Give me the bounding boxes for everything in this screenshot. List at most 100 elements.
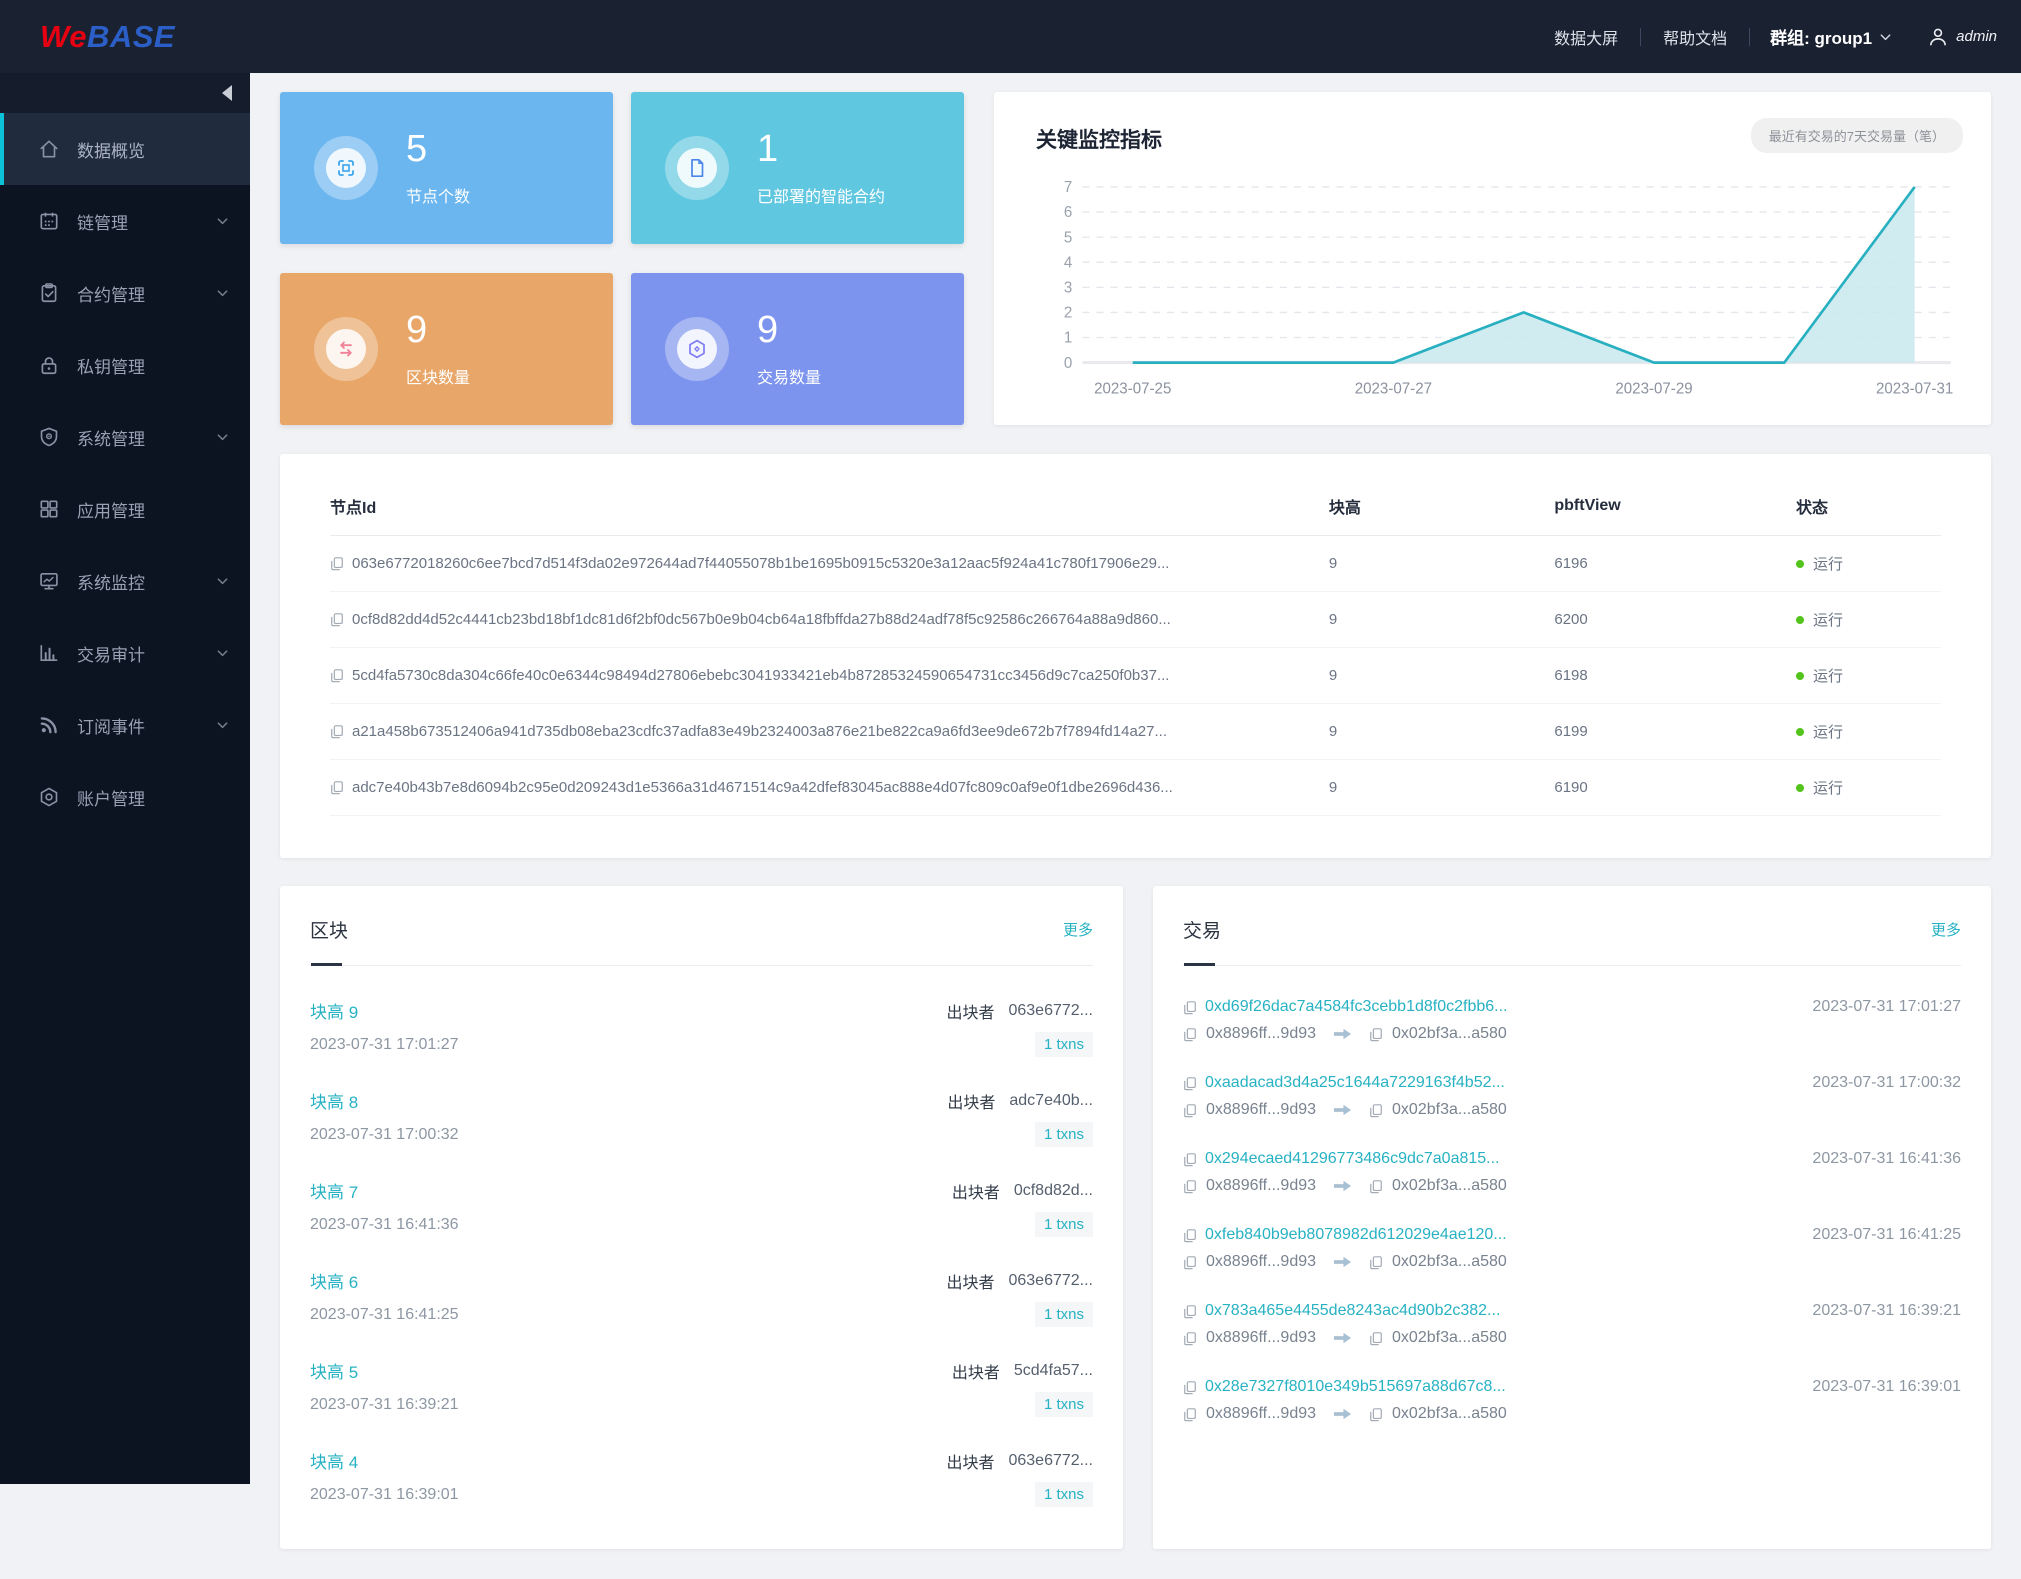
copy-icon[interactable]: [330, 556, 344, 571]
tx-hash-link[interactable]: 0xfeb840b9eb8078982d612029e4ae120...: [1205, 1226, 1507, 1244]
copy-icon[interactable]: [1369, 1255, 1383, 1270]
sidebar-collapse-toggle[interactable]: [0, 73, 250, 113]
person-icon: [1927, 26, 1949, 48]
tx-hash-link[interactable]: 0x294ecaed41296773486c9dc7a0a815...: [1205, 1150, 1500, 1168]
txns-count-badge[interactable]: 1 txns: [1035, 1032, 1093, 1057]
nav-link-help-docs[interactable]: 帮助文档: [1641, 25, 1749, 49]
block-timestamp: 2023-07-31 16:41:36: [310, 1216, 459, 1234]
node-id-value: 0cf8d82dd4d52c4441cb23bd18bf1dc81d6f2bf0…: [352, 611, 1171, 628]
copy-icon[interactable]: [330, 612, 344, 627]
tx-hash-link[interactable]: 0xaadacad3d4a25c1644a7229163f4b52...: [1205, 1074, 1505, 1092]
chevron-down-icon: [215, 574, 230, 589]
sidebar-item-chain-management[interactable]: 链管理: [0, 185, 250, 257]
block-height-link[interactable]: 块高 5: [310, 1358, 358, 1383]
copy-icon[interactable]: [1183, 1228, 1197, 1243]
block-height-link[interactable]: 块高 6: [310, 1268, 358, 1293]
user-menu[interactable]: admin: [1913, 26, 2007, 48]
blocks-more-link[interactable]: 更多: [1063, 919, 1093, 940]
copy-icon[interactable]: [1183, 1179, 1197, 1194]
sidebar-item-app-management[interactable]: 应用管理: [0, 473, 250, 545]
txns-count-badge[interactable]: 1 txns: [1035, 1482, 1093, 1507]
copy-icon[interactable]: [1183, 1380, 1197, 1395]
sidebar-item-transaction-audit[interactable]: 交易审计: [0, 617, 250, 689]
node-id-value: 5cd4fa5730c8da304c66fe40c0e6344c98494d27…: [352, 667, 1169, 684]
sidebar-item-contract-management[interactable]: 合约管理: [0, 257, 250, 329]
tx-timestamp: 2023-07-31 16:41:25: [1812, 1226, 1961, 1244]
nav-link-data-screen[interactable]: 数据大屏: [1532, 25, 1640, 49]
tx-timestamp: 2023-07-31 16:39:21: [1812, 1302, 1961, 1320]
tx-to-address: 0x02bf3a...a580: [1392, 1025, 1507, 1043]
copy-icon[interactable]: [1183, 1076, 1197, 1091]
tx-from-address: 0x8896ff...9d93: [1206, 1253, 1316, 1271]
producer-label: 出块者: [946, 1449, 994, 1473]
block-height-link[interactable]: 块高 4: [310, 1448, 358, 1473]
copy-icon[interactable]: [330, 780, 344, 795]
stat-label: 区块数量: [406, 364, 470, 388]
block-timestamp: 2023-07-31 16:41:25: [310, 1306, 459, 1324]
swap-arrows-icon: [335, 338, 357, 360]
tx-hash-link[interactable]: 0x28e7327f8010e349b515697a88d67c8...: [1205, 1378, 1506, 1396]
tx-timestamp: 2023-07-31 17:00:32: [1812, 1074, 1961, 1092]
tx-hash-link[interactable]: 0x783a465e4455de8243ac4d90b2c382...: [1205, 1302, 1500, 1320]
table-row: 5cd4fa5730c8da304c66fe40c0e6344c98494d27…: [330, 648, 1941, 704]
sidebar-item-data-overview[interactable]: 数据概览: [0, 113, 250, 185]
copy-icon[interactable]: [1369, 1103, 1383, 1118]
column-header-status: 状态: [1796, 476, 1941, 536]
copy-icon[interactable]: [1369, 1331, 1383, 1346]
arrow-right-icon: [1332, 1254, 1353, 1270]
status-label: 运行: [1813, 665, 1843, 686]
contract-doc-icon: [686, 157, 708, 179]
txns-count-badge[interactable]: 1 txns: [1035, 1122, 1093, 1147]
sidebar-item-label: 链管理: [77, 209, 215, 234]
txns-count-badge[interactable]: 1 txns: [1035, 1302, 1093, 1327]
table-row: adc7e40b43b7e8d6094b2c95e0d209243d1e5366…: [330, 760, 1941, 816]
copy-icon[interactable]: [330, 724, 344, 739]
block-height-value: 9: [1329, 536, 1555, 592]
sidebar-item-system-management[interactable]: 系统管理: [0, 401, 250, 473]
username-label: admin: [1956, 28, 1997, 45]
sidebar-item-private-key-management[interactable]: 私钥管理: [0, 329, 250, 401]
svg-text:0: 0: [1064, 355, 1072, 372]
copy-icon[interactable]: [1369, 1407, 1383, 1422]
node-table-card: 节点Id 块高 pbftView 状态 063e6772018260c6ee7b…: [280, 454, 1991, 858]
sidebar-item-system-monitor[interactable]: 系统监控: [0, 545, 250, 617]
sidebar-item-label: 订阅事件: [77, 713, 215, 738]
calendar-icon: [38, 210, 60, 232]
copy-icon[interactable]: [1183, 1304, 1197, 1319]
copy-icon[interactable]: [1369, 1179, 1383, 1194]
webase-logo[interactable]: WeBASE: [40, 19, 175, 55]
sidebar-item-account-management[interactable]: 账户管理: [0, 761, 250, 833]
producer-value: 063e6772...: [1008, 1002, 1093, 1020]
status-dot-icon: [1796, 616, 1804, 624]
svg-text:3: 3: [1064, 279, 1072, 296]
txns-count-badge[interactable]: 1 txns: [1035, 1392, 1093, 1417]
copy-icon[interactable]: [330, 668, 344, 683]
copy-icon[interactable]: [1183, 1331, 1197, 1346]
copy-icon[interactable]: [1183, 1027, 1197, 1042]
tx-from-address: 0x8896ff...9d93: [1206, 1329, 1316, 1347]
producer-label: 出块者: [946, 1269, 994, 1293]
tx-hash-link[interactable]: 0xd69f26dac7a4584fc3cebb1d8f0c2fbb6...: [1205, 998, 1507, 1016]
bar-chart-icon: [38, 642, 60, 664]
copy-icon[interactable]: [1369, 1027, 1383, 1042]
copy-icon[interactable]: [1183, 1103, 1197, 1118]
sidebar-item-subscribe-events[interactable]: 订阅事件: [0, 689, 250, 761]
copy-icon[interactable]: [1183, 1000, 1197, 1015]
group-selector[interactable]: 群组: group1: [1750, 24, 1913, 49]
stat-value: 5: [406, 130, 470, 168]
copy-icon[interactable]: [1183, 1255, 1197, 1270]
block-timestamp: 2023-07-31 16:39:21: [310, 1396, 459, 1414]
block-height-link[interactable]: 块高 9: [310, 998, 358, 1023]
copy-icon[interactable]: [1183, 1152, 1197, 1167]
svg-text:2023-07-29: 2023-07-29: [1615, 380, 1692, 397]
block-height-link[interactable]: 块高 8: [310, 1088, 358, 1113]
transactions-more-link[interactable]: 更多: [1931, 919, 1961, 940]
top-navbar: WeBASE 数据大屏 帮助文档 群组: group1 admin: [0, 0, 2021, 73]
block-height-link[interactable]: 块高 7: [310, 1178, 358, 1203]
txns-count-badge[interactable]: 1 txns: [1035, 1212, 1093, 1237]
node-id-value: a21a458b673512406a941d735db08eba23cdfc37…: [352, 723, 1167, 740]
table-row: 063e6772018260c6ee7bcd7d514f3da02e972644…: [330, 536, 1941, 592]
copy-icon[interactable]: [1183, 1407, 1197, 1422]
